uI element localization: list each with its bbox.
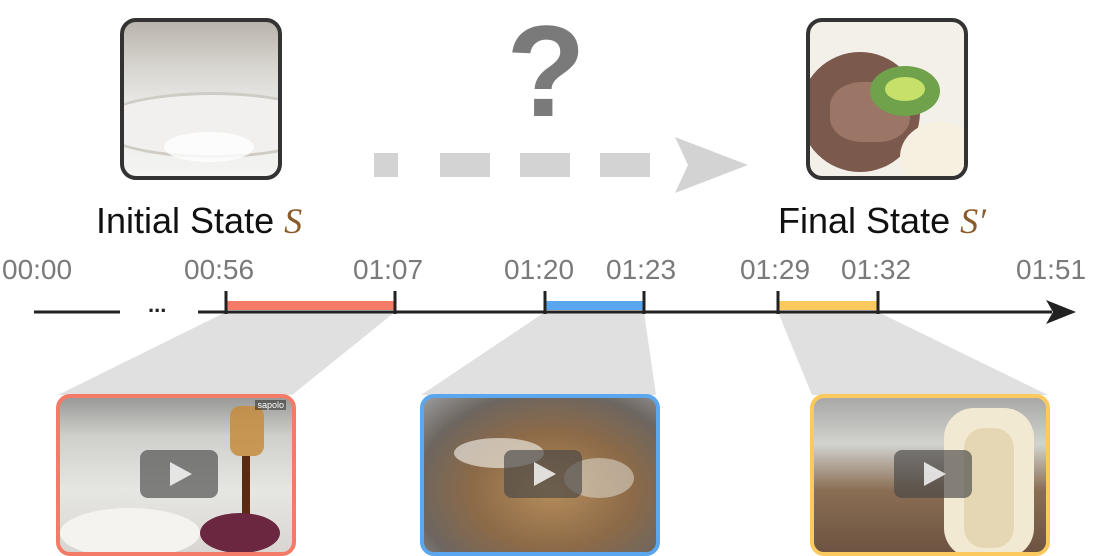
timeline-arrowhead-icon	[1046, 300, 1076, 324]
tick-label-2: 01:07	[353, 254, 424, 285]
unknown-steps-question-mark: ?	[506, 0, 586, 144]
tick-label-0: 00:00	[2, 254, 73, 285]
clip-1-segment	[226, 301, 395, 310]
final-state-symbol: S′	[960, 201, 986, 241]
play-icon[interactable]	[140, 450, 218, 498]
play-icon[interactable]	[894, 450, 972, 498]
tick-label-6: 01:32	[841, 254, 912, 285]
clip-3-zoom-wedge	[778, 312, 1048, 395]
clip-1-zoom-wedge	[58, 312, 395, 395]
dashed-arrow-icon	[374, 137, 748, 193]
tick-label-7: 01:51	[1016, 254, 1087, 285]
tick-label-1: 00:56	[184, 254, 255, 285]
clip-2-segment	[545, 301, 644, 310]
clip-2-zoom-wedge	[421, 312, 656, 395]
tick-label-3: 01:20	[504, 254, 575, 285]
clip-3-thumbnail[interactable]	[810, 394, 1050, 556]
tick-label-5: 01:29	[740, 254, 811, 285]
initial-state-thumbnail	[120, 18, 282, 180]
clip-1-thumbnail[interactable]: sapolo	[56, 394, 296, 556]
play-icon[interactable]	[504, 450, 582, 498]
initial-state-label: Initial State S	[96, 200, 303, 241]
clip-3-segment	[778, 301, 878, 310]
initial-state-symbol: S	[284, 201, 303, 241]
final-state-thumbnail	[806, 18, 968, 180]
clip-2-thumbnail[interactable]	[420, 394, 660, 556]
clip-1-watermark: sapolo	[255, 400, 286, 410]
timeline-ellipsis: ...	[148, 292, 167, 317]
tick-label-4: 01:23	[606, 254, 677, 285]
final-state-label: Final State S′	[778, 200, 986, 241]
